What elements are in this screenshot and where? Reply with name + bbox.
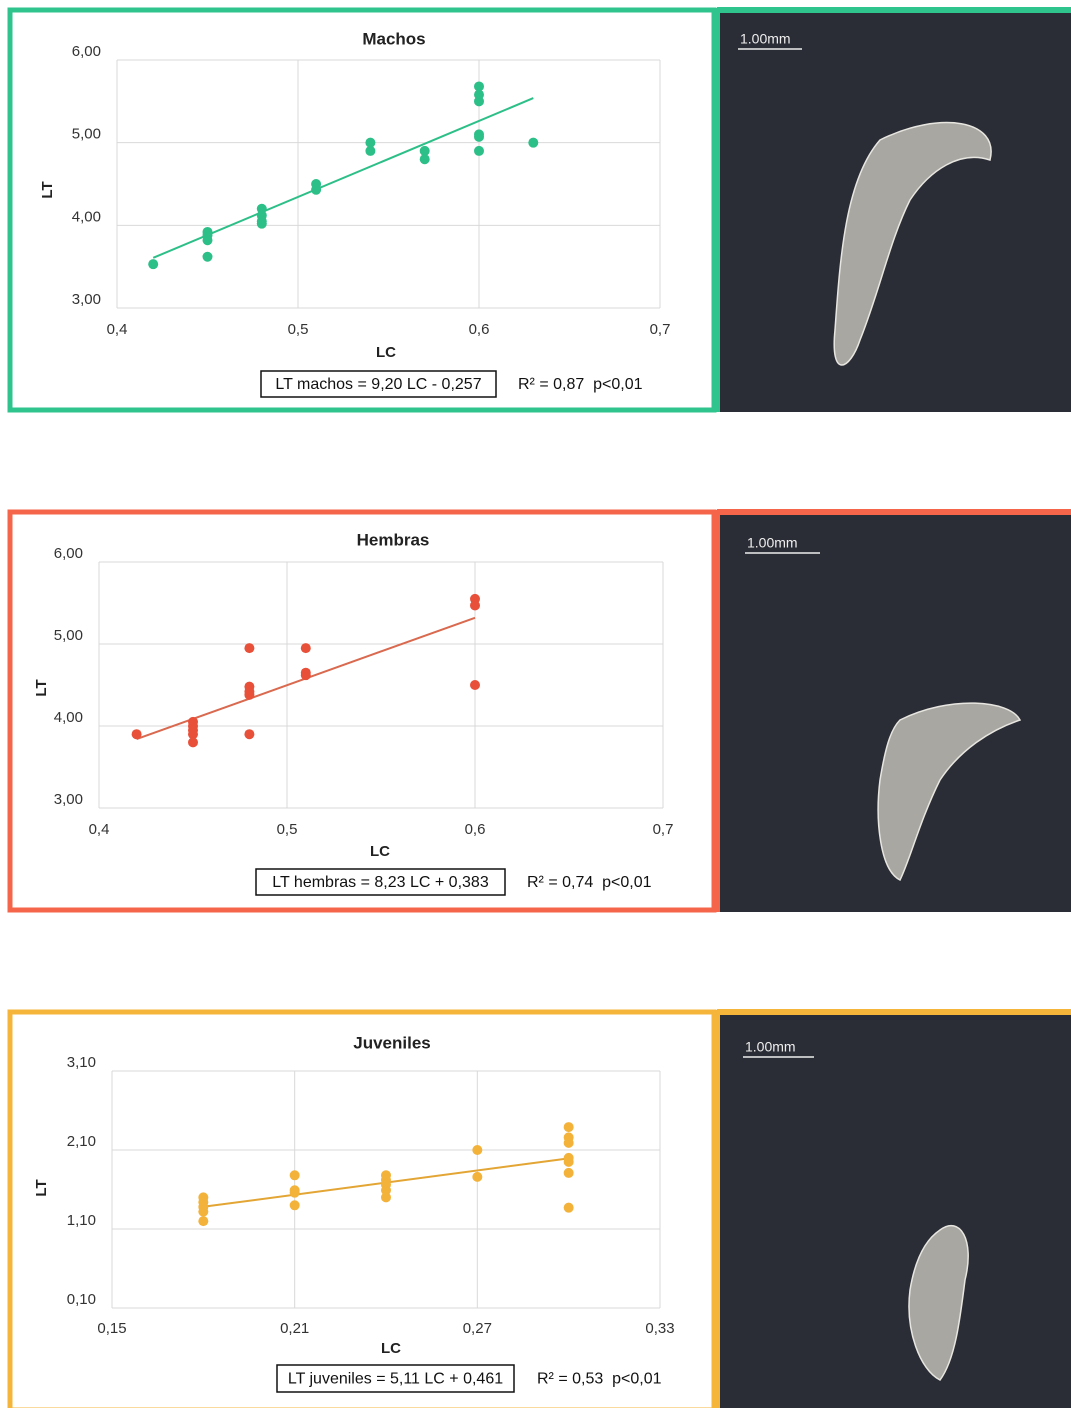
data-point — [563, 1122, 574, 1133]
data-point — [381, 1192, 391, 1203]
data-point — [365, 137, 376, 148]
data-point — [474, 145, 484, 156]
chart-title: Hembras — [357, 530, 430, 549]
data-point — [300, 670, 311, 681]
data-point — [472, 1145, 483, 1155]
data-point — [188, 729, 198, 740]
y-tick-label: 5,00 — [72, 126, 101, 143]
data-point — [202, 251, 213, 262]
x-tick-label: 0,7 — [650, 321, 671, 338]
y-tick-label: 4,00 — [72, 208, 101, 225]
data-point — [528, 137, 539, 148]
y-tick-label: 2,10 — [67, 1133, 96, 1150]
data-point — [381, 1185, 391, 1196]
y-tick-label: 0,10 — [67, 1291, 96, 1308]
data-point — [148, 259, 159, 270]
y-tick-label: 1,10 — [67, 1212, 96, 1229]
y-tick-label: 6,00 — [72, 43, 101, 60]
data-point — [472, 1171, 483, 1182]
equation-box — [255, 868, 506, 896]
x-tick-label: 0,4 — [89, 821, 110, 838]
equation-box — [276, 1364, 515, 1393]
data-point — [474, 96, 484, 107]
x-tick-label: 0,6 — [469, 321, 490, 338]
data-point — [131, 729, 142, 740]
trendline — [152, 97, 534, 259]
data-point — [202, 235, 213, 246]
data-point — [474, 131, 484, 142]
data-point — [474, 81, 484, 92]
x-tick-label: 0,21 — [280, 1320, 309, 1337]
fit-statistics: R² = 0,74 p<0,01 — [527, 874, 652, 891]
data-point — [244, 643, 255, 654]
photo-panel-border — [714, 7, 1071, 412]
data-point — [470, 600, 480, 611]
scale-bar-label: 1.00mm — [740, 31, 791, 47]
x-tick-label: 0,5 — [277, 821, 298, 838]
equation-box — [260, 370, 497, 398]
data-point — [470, 680, 480, 690]
data-point — [289, 1200, 300, 1211]
data-point — [311, 184, 322, 195]
y-tick-label: 5,00 — [54, 627, 83, 644]
data-point — [244, 729, 255, 740]
chart-panel-border — [7, 1009, 717, 1408]
x-axis-label: LC — [376, 344, 396, 361]
specimen-photo — [877, 702, 1022, 882]
data-point — [419, 154, 430, 165]
data-point — [563, 1167, 574, 1178]
equation: LT juveniles = 5,11 LC + 0,461 — [288, 1371, 503, 1388]
y-tick-label: 4,00 — [54, 709, 83, 726]
scale-bar-label: 1.00mm — [745, 1039, 796, 1055]
fit-statistics: R² = 0,53 p<0,01 — [537, 1371, 662, 1388]
x-tick-label: 0,33 — [645, 1320, 674, 1337]
data-point — [289, 1187, 300, 1198]
data-point — [419, 145, 430, 156]
y-tick-label: 6,00 — [54, 545, 83, 562]
data-point — [563, 1156, 574, 1167]
chart-panel-border — [7, 7, 717, 413]
x-tick-label: 0,6 — [465, 821, 486, 838]
y-axis-label: LT — [39, 181, 56, 198]
data-point — [289, 1170, 300, 1181]
equation: LT machos = 9,20 LC - 0,257 — [275, 376, 481, 393]
x-axis-label: LC — [370, 843, 390, 860]
x-tick-label: 0,15 — [97, 1320, 126, 1337]
chart-panel-border — [7, 509, 717, 913]
data-point — [244, 689, 255, 700]
photo-panel — [717, 1010, 1071, 1408]
fit-statistics: R² = 0,87 p<0,01 — [518, 376, 643, 393]
data-point — [198, 1206, 209, 1217]
y-axis-label: LT — [33, 1179, 50, 1196]
x-tick-label: 0,5 — [288, 321, 309, 338]
data-point — [365, 145, 376, 156]
chart-title: Machos — [362, 29, 425, 48]
data-point — [300, 643, 311, 654]
data-point — [563, 1137, 574, 1148]
y-tick-label: 3,00 — [54, 791, 83, 808]
y-tick-label: 3,10 — [67, 1054, 96, 1071]
specimen-photo — [833, 121, 992, 366]
data-point — [256, 218, 267, 229]
x-tick-label: 0,27 — [463, 1320, 492, 1337]
data-point — [198, 1216, 209, 1227]
x-axis-label: LC — [381, 1340, 401, 1357]
scale-bar-label: 1.00mm — [747, 535, 798, 551]
y-axis-label: LT — [33, 679, 50, 696]
data-point — [188, 737, 198, 748]
x-tick-label: 0,7 — [653, 821, 674, 838]
data-point — [563, 1202, 574, 1213]
y-tick-label: 3,00 — [72, 291, 101, 308]
x-tick-label: 0,4 — [107, 321, 128, 338]
photo-panel-border — [714, 1009, 1071, 1408]
equation: LT hembras = 8,23 LC + 0,383 — [272, 874, 489, 891]
specimen-photo — [908, 1224, 969, 1381]
photo-panel-border — [714, 509, 1071, 912]
chart-title: Juveniles — [353, 1033, 431, 1052]
